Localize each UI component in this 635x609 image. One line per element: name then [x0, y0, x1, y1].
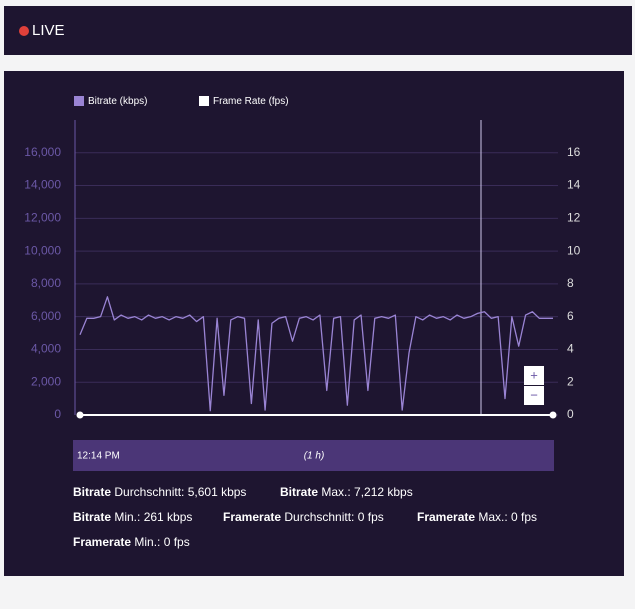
- stat: Bitrate Durchschnitt: 5,601 kbps: [73, 485, 246, 499]
- stats: Bitrate Durchschnitt: 5,601 kbps Bitrate …: [73, 485, 537, 549]
- y-tick-label: 16,000: [24, 145, 61, 159]
- y-tick-label: 12,000: [24, 211, 61, 225]
- y2-tick-label: 4: [567, 342, 574, 356]
- stat: Bitrate Max.: 7,212 kbps: [280, 485, 413, 499]
- stat-value: Max.: 0 fps: [475, 510, 537, 524]
- stat-label: Framerate: [223, 510, 281, 524]
- end-point: [549, 411, 557, 419]
- stat-label: Bitrate: [280, 485, 318, 499]
- stat-label: Bitrate: [73, 485, 111, 499]
- y2-tick-label: 0: [567, 407, 574, 421]
- live-dot: [19, 26, 29, 36]
- series-line: [79, 296, 553, 412]
- y-tick-label: 8,000: [31, 276, 61, 290]
- legend-label: Bitrate (kbps): [88, 96, 147, 107]
- stat: Bitrate Min.: 261 kbps: [73, 510, 192, 524]
- grid: 0 2,000 4,000 6,000 8,000 10,000 12,000 14,000 1…: [24, 145, 580, 421]
- zoom-in-label[interactable]: +: [530, 367, 538, 382]
- header-bar: [4, 6, 632, 55]
- y2-tick-label: 2: [567, 374, 574, 388]
- y-tick-label: 0: [54, 407, 61, 421]
- timeline-span: (1 h): [304, 451, 325, 462]
- stat-value: Durchschnitt: 0 fps: [281, 510, 384, 524]
- panel: [4, 71, 624, 576]
- stat-value: Min.: 261 kbps: [111, 510, 192, 524]
- y-tick-label: 2,000: [31, 374, 61, 388]
- timeline-start: 12:14 PM: [77, 451, 120, 462]
- stat-label: Bitrate: [73, 510, 111, 524]
- stat-value: Durchschnitt: 5,601 kbps: [111, 485, 246, 499]
- stat: Framerate Max.: 0 fps: [417, 510, 537, 524]
- y-tick-label: 4,000: [31, 342, 61, 356]
- y2-tick-label: 8: [567, 276, 574, 290]
- legend-swatch: [74, 96, 84, 106]
- y2-tick-label: 16: [567, 145, 581, 159]
- timeline-bar[interactable]: [73, 440, 554, 471]
- legend: Bitrate (kbps) Frame Rate (fps): [74, 96, 289, 107]
- y2-tick-label: 12: [567, 211, 581, 225]
- zoom-out-label[interactable]: −: [530, 387, 538, 402]
- stat-label: Framerate: [417, 510, 475, 524]
- zoom-in-button[interactable]: [524, 366, 544, 385]
- stat: Framerate Min.: 0 fps: [73, 535, 190, 549]
- stat-label: Framerate: [73, 535, 131, 549]
- plot: [76, 296, 557, 419]
- live-label: LIVE: [32, 22, 65, 39]
- legend-swatch: [199, 96, 209, 106]
- y-tick-label: 14,000: [24, 178, 61, 192]
- y2-tick-label: 6: [567, 309, 574, 323]
- y2-tick-label: 10: [567, 243, 581, 257]
- y-tick-label: 10,000: [24, 243, 61, 257]
- end-point: [76, 411, 84, 419]
- legend-label: Frame Rate (fps): [213, 96, 289, 107]
- y2-tick-label: 14: [567, 178, 581, 192]
- stat-value: Max.: 7,212 kbps: [318, 485, 413, 499]
- stat: Framerate Durchschnitt: 0 fps: [223, 510, 384, 524]
- stat-value: Min.: 0 fps: [131, 535, 190, 549]
- zoom-out-button[interactable]: [524, 386, 544, 405]
- y-tick-label: 6,000: [31, 309, 61, 323]
